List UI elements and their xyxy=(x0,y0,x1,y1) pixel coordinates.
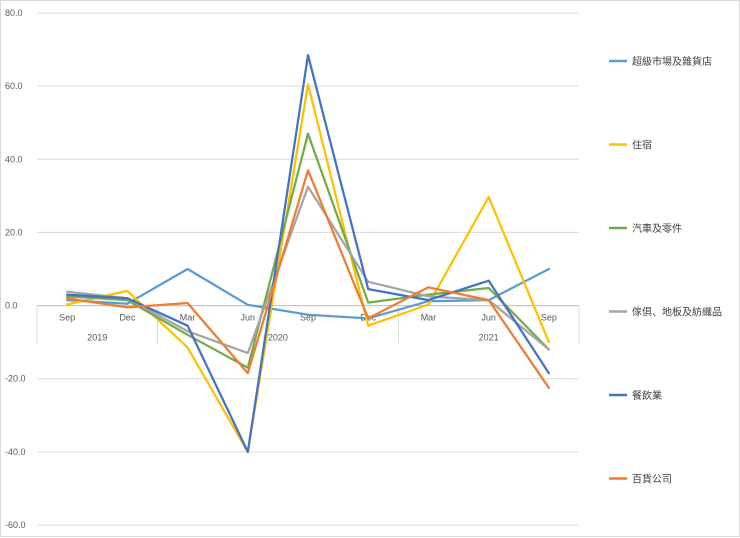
y-tick-label: 80.0 xyxy=(5,8,23,18)
x-tick-label: Sep xyxy=(300,313,316,323)
y-tick-label: -60.0 xyxy=(5,520,26,530)
legend-label: 百貨公司 xyxy=(632,473,672,486)
y-tick-label: -20.0 xyxy=(5,374,26,384)
series-line xyxy=(65,83,551,454)
legend-label: 傢俱、地板及紡織品 xyxy=(632,306,722,319)
x-tick-label: Jun xyxy=(241,313,256,323)
y-tick-label: -40.0 xyxy=(5,447,26,457)
y-tick-label: 0.0 xyxy=(5,301,18,311)
series-line xyxy=(65,267,551,320)
x-tick-label: Sep xyxy=(59,313,75,323)
year-label: 2020 xyxy=(268,333,288,343)
x-tick-label: Jun xyxy=(481,313,496,323)
x-tick-label: Sep xyxy=(541,313,557,323)
legend-label: 住宿 xyxy=(632,139,652,152)
y-tick-label: 60.0 xyxy=(5,81,23,91)
legend-label: 汽車及零件 xyxy=(632,222,682,235)
series-line xyxy=(65,169,551,390)
legend-label: 超級市場及雜貨店 xyxy=(632,55,712,68)
x-tick-label: Dec xyxy=(119,313,136,323)
series-lines xyxy=(65,53,551,454)
y-tick-label: 20.0 xyxy=(5,227,23,237)
year-label: 2021 xyxy=(479,333,499,343)
series-line xyxy=(65,53,551,454)
year-label: 2019 xyxy=(87,333,107,343)
x-tick-label: Mar xyxy=(180,313,196,323)
y-tick-label: 40.0 xyxy=(5,154,23,164)
legend-label: 餐飲業 xyxy=(632,389,662,402)
series-line xyxy=(65,132,551,369)
series-line xyxy=(65,185,551,355)
x-tick-label: Mar xyxy=(421,313,437,323)
